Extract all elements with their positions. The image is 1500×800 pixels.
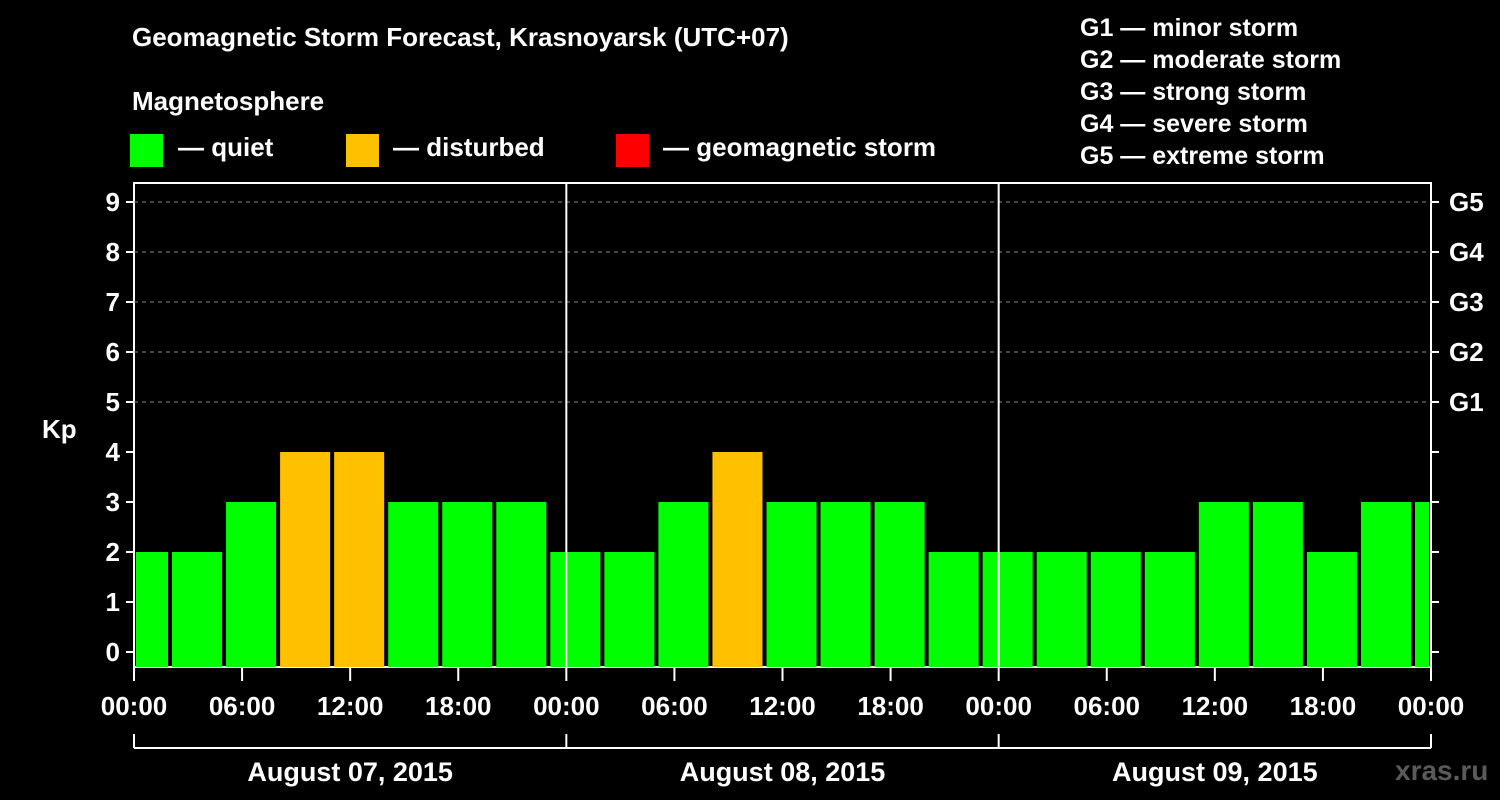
chart-title: Geomagnetic Storm Forecast, Krasnoyarsk … (132, 22, 789, 52)
gscale-g3: G3 — strong storm (1080, 78, 1307, 106)
kp-bar (1252, 502, 1303, 667)
gscale-g4: G4 — severe storm (1080, 110, 1308, 138)
legend-swatch-disturbed (346, 134, 379, 167)
x-tick-label: 18:00 (425, 691, 492, 721)
gscale-g1: G1 — minor storm (1080, 14, 1299, 42)
kp-bar (766, 502, 817, 667)
g-level-label: G4 (1449, 237, 1484, 267)
x-tick-label: 00:00 (1398, 691, 1465, 721)
y-tick-label: 3 (106, 487, 120, 517)
y-tick-label: 5 (106, 387, 120, 417)
kp-bar (982, 552, 1033, 667)
g-level-label: G2 (1449, 337, 1484, 367)
x-tick-label: 00:00 (965, 691, 1032, 721)
kp-bar (550, 552, 601, 667)
kp-bar (1414, 502, 1429, 667)
kp-bar (604, 552, 655, 667)
kp-bar (172, 552, 223, 667)
y-tick-label: 6 (106, 337, 120, 367)
kp-bar (1090, 552, 1141, 667)
kp-bar (712, 452, 763, 667)
y-tick-label: 2 (106, 537, 120, 567)
kp-bar (136, 552, 169, 667)
x-tick-label: 12:00 (1182, 691, 1249, 721)
kp-bar (1306, 552, 1357, 667)
watermark: xras.ru (1395, 755, 1489, 786)
x-tick-label: 00:00 (533, 691, 600, 721)
kp-bar (658, 502, 709, 667)
kp-bar (1036, 552, 1087, 667)
day-label: August 09, 2015 (1112, 757, 1318, 787)
kp-bar (820, 502, 871, 667)
kp-bar (334, 452, 385, 667)
legend-label-storm: — geomagnetic storm (663, 132, 937, 162)
legend-swatch-storm (616, 134, 649, 167)
x-tick-label: 06:00 (209, 691, 276, 721)
legend-heading: Magnetosphere (132, 86, 325, 116)
x-tick-label: 18:00 (1290, 691, 1357, 721)
legend-label-disturbed: — disturbed (393, 132, 545, 162)
y-axis-label: Kp (42, 414, 77, 444)
kp-bar (1144, 552, 1195, 667)
kp-bar (928, 552, 979, 667)
day-label: August 07, 2015 (247, 757, 453, 787)
x-tick-label: 06:00 (1074, 691, 1141, 721)
kp-bar (874, 502, 925, 667)
x-tick-label: 06:00 (641, 691, 708, 721)
kp-bar (496, 502, 547, 667)
kp-bar (1198, 502, 1249, 667)
x-tick-label: 18:00 (857, 691, 924, 721)
kp-bar (1360, 502, 1411, 667)
kp-bar (226, 502, 277, 667)
y-tick-label: 9 (106, 187, 120, 217)
g-level-label: G1 (1449, 387, 1484, 417)
y-tick-label: 1 (106, 587, 120, 617)
y-tick-label: 8 (106, 237, 120, 267)
kp-bar (442, 502, 493, 667)
x-tick-label: 00:00 (101, 691, 168, 721)
y-tick-label: 7 (106, 287, 120, 317)
kp-bar (388, 502, 439, 667)
g-level-label: G3 (1449, 287, 1484, 317)
gscale-g2: G2 — moderate storm (1080, 46, 1342, 74)
y-tick-label: 0 (106, 637, 120, 667)
kp-bar (280, 452, 331, 667)
gscale-g5: G5 — extreme storm (1080, 142, 1325, 170)
y-tick-label: 4 (106, 437, 121, 467)
legend-swatch-quiet (130, 134, 163, 167)
g-level-label: G5 (1449, 187, 1484, 217)
x-tick-label: 12:00 (749, 691, 816, 721)
day-label: August 08, 2015 (680, 757, 886, 787)
x-tick-label: 12:00 (317, 691, 384, 721)
legend-label-quiet: — quiet (178, 132, 274, 162)
